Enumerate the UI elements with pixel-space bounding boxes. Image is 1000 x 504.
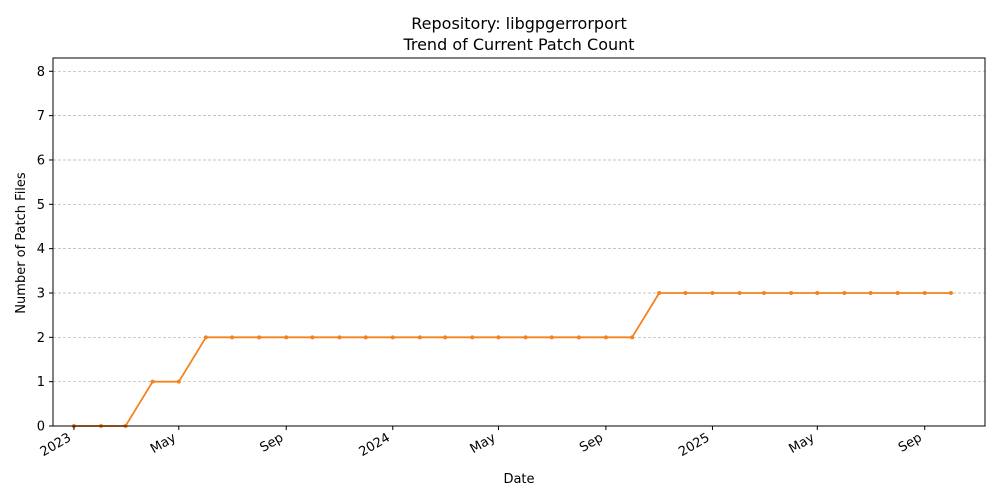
- data-point: [363, 335, 368, 340]
- y-tick-label: 5: [37, 198, 45, 213]
- x-tick-label: 2025: [676, 430, 712, 460]
- y-tick-label: 3: [37, 286, 45, 301]
- data-point: [895, 290, 900, 295]
- data-point: [789, 290, 794, 295]
- data-point: [657, 290, 662, 295]
- data-point: [737, 290, 742, 295]
- data-point: [443, 335, 448, 340]
- data-point: [683, 290, 688, 295]
- x-tick-label: 2024: [357, 430, 393, 460]
- x-tick-label: May: [148, 430, 179, 457]
- x-tick-label: May: [468, 430, 499, 457]
- data-point: [710, 290, 715, 295]
- series-line: [74, 292, 951, 427]
- data-point: [470, 335, 475, 340]
- data-point: [176, 379, 181, 384]
- chart-title: Repository: libgpgerrorport: [411, 14, 626, 33]
- data-point: [337, 335, 342, 340]
- data-point: [630, 335, 635, 340]
- x-tick-label: May: [787, 430, 818, 457]
- data-point: [576, 335, 581, 340]
- data-point: [922, 290, 927, 295]
- data-point: [603, 335, 608, 340]
- data-point: [496, 335, 501, 340]
- data-point: [762, 290, 767, 295]
- y-tick-label: 2: [37, 331, 45, 346]
- x-tick-label: Sep: [257, 430, 286, 455]
- y-tick-label: 8: [37, 65, 45, 80]
- data-point: [203, 335, 208, 340]
- y-tick-label: 7: [37, 109, 45, 124]
- data-point: [842, 290, 847, 295]
- x-tick-label: Sep: [896, 430, 925, 455]
- grid: [53, 70, 985, 383]
- data-point: [868, 290, 873, 295]
- y-tick-label: 1: [37, 375, 45, 390]
- plot-frame: [52, 57, 986, 427]
- x-axis-label: Date: [503, 472, 534, 487]
- y-tick-label: 0: [37, 420, 45, 435]
- data-point: [150, 379, 155, 384]
- data-point: [417, 335, 422, 340]
- data-point: [257, 335, 262, 340]
- data-point: [523, 335, 528, 340]
- data-point: [948, 290, 953, 295]
- data-point: [310, 335, 315, 340]
- y-tick-label: 6: [37, 153, 45, 168]
- chart-subtitle: Trend of Current Patch Count: [402, 35, 634, 54]
- x-tick-label: Sep: [577, 430, 606, 455]
- data-point: [284, 335, 289, 340]
- series-layer: [71, 290, 953, 428]
- x-tick-label: 2023: [38, 430, 74, 460]
- axes: 0 1 2 3 4 5 6 7 8 2023 May Sep 2024 May Sep 2025 May Sep: [37, 57, 986, 460]
- data-point: [815, 290, 820, 295]
- y-axis-label: Number of Patch Files: [14, 172, 29, 314]
- data-point: [390, 335, 395, 340]
- y-tick-label: 4: [37, 242, 45, 257]
- data-point: [549, 335, 554, 340]
- data-point: [230, 335, 235, 340]
